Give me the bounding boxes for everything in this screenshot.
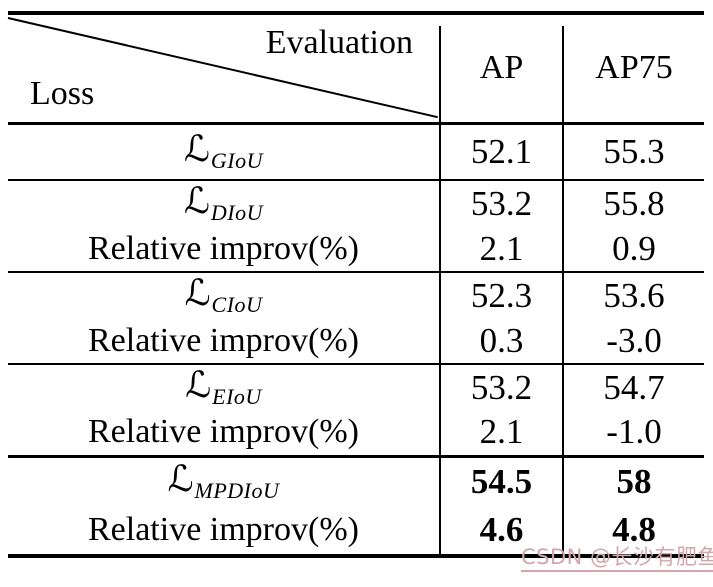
- loss-subscript: CIoU: [211, 292, 263, 317]
- evaluation-header-label: Evaluation: [265, 24, 413, 61]
- improv-ap-ciou: 0.3: [440, 318, 564, 364]
- table-row-eiou: ℒEIoU 53.2 54.7: [8, 363, 704, 410]
- improv-ap75-diou: 0.9: [612, 228, 656, 268]
- table-row-mpdiou: ℒMPDIoU 54.5 58: [8, 454, 704, 506]
- column-header-ap: AP: [440, 13, 564, 123]
- loss-subscript: GIoU: [210, 148, 264, 174]
- ap-value-diou: 53.2: [440, 179, 564, 226]
- table-row-giou: ℒGIoU 52.1 55.3: [8, 123, 704, 180]
- improv-label: Relative improv(%): [8, 226, 441, 272]
- column-header-ap75: AP75: [595, 49, 673, 87]
- rule-gap: [561, 15, 565, 26]
- ap-value-giou: 52.1: [440, 123, 564, 180]
- loss-subscript: MPDIoU: [194, 478, 280, 504]
- script-l-symbol: ℒ: [184, 273, 211, 314]
- loss-label-ciou: ℒCIoU: [8, 271, 441, 318]
- corner-header-cell: Evaluation Loss: [7, 13, 441, 123]
- table-row-ciou: ℒCIoU 52.3 53.6: [8, 271, 704, 318]
- loss-label-giou: ℒGIoU: [8, 123, 441, 180]
- ap75-value-diou: 55.8: [563, 179, 704, 226]
- rule-gap: [438, 15, 442, 26]
- improv-ap75-eiou: -1.0: [606, 412, 662, 452]
- table-row-ciou-improv: Relative improv(%) 0.3 -3.0: [8, 318, 704, 364]
- table-row-diou-improv: Relative improv(%) 2.1 0.9: [8, 226, 704, 272]
- script-l-symbol: ℒ: [183, 129, 210, 171]
- csdn-watermark: CSDN @长沙有肥鱼: [521, 545, 713, 572]
- ap75-value-ciou: 53.6: [563, 271, 704, 318]
- improv-ap75-mpdiou: 4.8: [612, 510, 656, 549]
- ap75-value-giou: 55.3: [603, 131, 665, 171]
- results-table: Evaluation Loss AP AP75 ℒGIoU 52.1 55.3 …: [7, 11, 704, 558]
- improv-label: Relative improv(%): [8, 506, 441, 556]
- loss-subscript: DIoU: [210, 200, 264, 225]
- improv-ap-eiou: 2.1: [440, 410, 564, 456]
- loss-label-mpdiou: ℒMPDIoU: [8, 454, 441, 506]
- ap75-value-eiou: 54.7: [563, 363, 704, 410]
- ap-value-ciou: 52.3: [440, 271, 564, 318]
- script-l-symbol: ℒ: [167, 459, 194, 501]
- loss-header-label: Loss: [30, 74, 95, 112]
- improv-ap-mpdiou: 4.6: [440, 506, 564, 556]
- improv-ap-diou: 2.1: [440, 226, 564, 272]
- table-row-diou: ℒDIoU 53.2 55.8: [8, 179, 704, 226]
- table-row-mpdiou-improv: Relative improv(%) 4.6 4.8: [8, 506, 704, 556]
- header-row: Evaluation Loss AP AP75: [7, 13, 704, 123]
- ap-value-eiou: 53.2: [440, 363, 564, 410]
- improv-label: Relative improv(%): [8, 410, 441, 456]
- loss-subscript: EIoU: [212, 384, 262, 409]
- script-l-symbol: ℒ: [183, 181, 210, 222]
- loss-label-eiou: ℒEIoU: [8, 363, 441, 410]
- improv-ap75-ciou: -3.0: [606, 320, 662, 360]
- improv-label: Relative improv(%): [8, 318, 441, 364]
- ap-value-mpdiou: 54.5: [440, 454, 564, 506]
- ap75-value-mpdiou: 58: [563, 454, 704, 506]
- script-l-symbol: ℒ: [185, 365, 212, 406]
- table-row-eiou-improv: Relative improv(%) 2.1 -1.0: [8, 410, 704, 456]
- loss-label-diou: ℒDIoU: [8, 179, 441, 226]
